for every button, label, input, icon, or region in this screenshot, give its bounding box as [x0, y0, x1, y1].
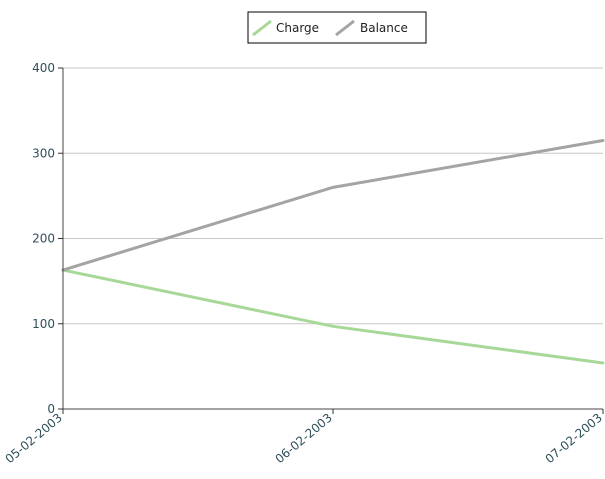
series-line-charge [61, 268, 605, 365]
legend-box [247, 11, 427, 44]
y-tick-label: 400 [32, 61, 55, 75]
x-tick-labels: 05-02-2003 06-02-2003 07-02-2003 [2, 409, 605, 467]
y-tick-label: 200 [32, 232, 55, 246]
legend-swatch-balance [335, 19, 355, 37]
x-tick-label: 05-02-2003 [2, 411, 64, 467]
y-tick-labels: 0 100 200 300 400 [32, 61, 63, 416]
series-line-balance [61, 138, 605, 272]
legend-label-charge: Charge [276, 21, 319, 35]
x-tick-label: 07-02-2003 [542, 411, 604, 467]
y-tick-label: 0 [47, 402, 55, 416]
legend-swatch-charge [252, 19, 272, 37]
y-tick-label: 100 [32, 317, 55, 331]
x-tick-label: 06-02-2003 [272, 411, 334, 467]
legend-label-balance: Balance [360, 21, 408, 35]
legend: Charge Balance [247, 11, 427, 44]
series-lines [61, 138, 605, 365]
y-tick-label: 300 [32, 146, 55, 160]
gridlines [63, 67, 603, 325]
